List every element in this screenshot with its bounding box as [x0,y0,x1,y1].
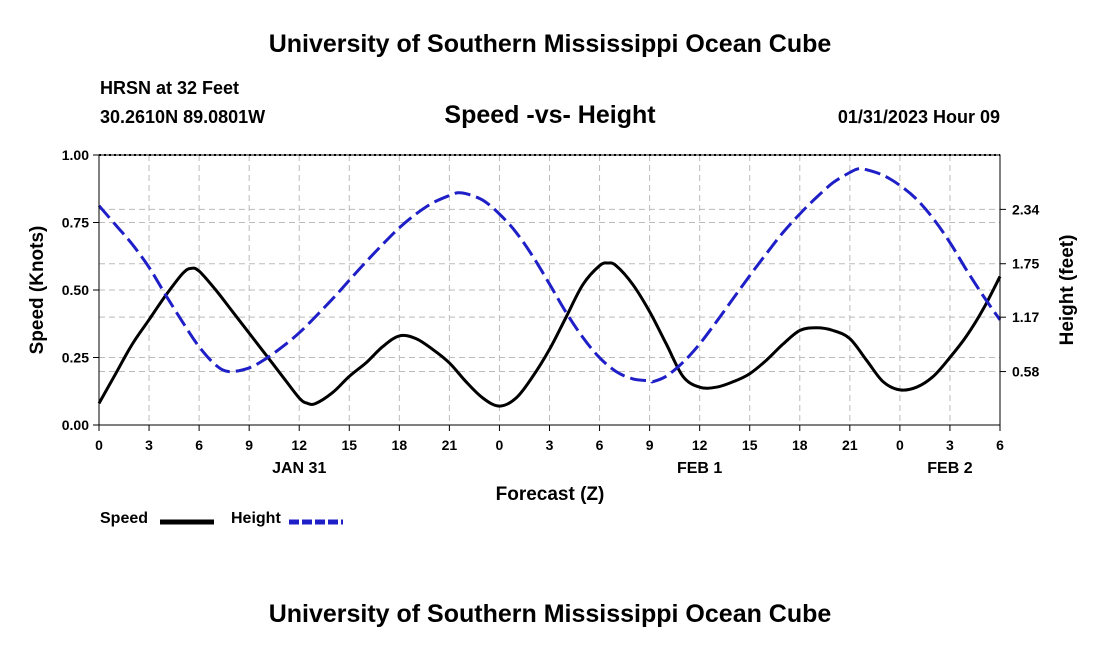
y2-tick-label: 1.17 [1012,309,1039,325]
date-label: FEB 2 [927,460,972,477]
coordinates-label: 30.2610N 89.0801W [100,107,266,127]
x-axis-label: Forecast (Z) [496,484,605,505]
y-tick-label: 0.25 [62,350,89,366]
x-tick-label: 15 [341,437,357,453]
x-tick-label: 6 [596,437,604,453]
x-tick-label: 0 [496,437,504,453]
x-tick-label: 3 [946,437,954,453]
x-tick-label: 0 [95,437,103,453]
y-tick-label: 0.00 [62,417,89,433]
speed-series-line [97,261,1002,408]
axes: 0 3 6 9 12 15 18 21 0 3 6 9 12 15 18 21 0 3 6 JAN 31 FEB 1 FE… [62,147,1040,477]
x-tick-label: 9 [245,437,253,453]
y-tick-label: 0.75 [62,215,89,231]
x-tick-label: 0 [896,437,904,453]
legend-speed-swatch [160,519,214,525]
legend-height-label: Height [231,510,281,527]
x-tick-label: 15 [742,437,758,453]
x-tick-label: 21 [442,437,458,453]
x-tick-label: 12 [692,437,708,453]
x-tick-label: 3 [145,437,153,453]
date-label: FEB 1 [677,460,722,477]
legend-height-swatch [289,519,343,525]
y2-tick-label: 0.58 [1012,364,1039,380]
main-title: University of Southern Mississippi Ocean… [268,30,832,58]
x-tick-label: 3 [546,437,554,453]
bottom-title: University of Southern Mississippi Ocean… [268,600,832,628]
x-tick-label: 18 [392,437,408,453]
x-tick-label: 9 [646,437,654,453]
station-label: HRSN at 32 Feet [100,78,240,98]
y-tick-label: 1.00 [62,147,89,163]
y-axis-label: Speed (Knots) [27,226,48,355]
date-label: JAN 31 [272,460,326,477]
grid [99,155,1000,425]
y2-tick-label: 2.34 [1012,201,1039,217]
y2-axis-label: Height (feet) [1057,235,1078,346]
height-series-line [97,167,1002,384]
x-tick-label: 12 [291,437,307,453]
x-tick-label: 6 [195,437,203,453]
timestamp-label: 01/31/2023 Hour 09 [837,107,1000,127]
y2-tick-label: 1.75 [1012,256,1039,272]
x-tick-label: 6 [996,437,1004,453]
x-tick-label: 18 [792,437,808,453]
legend-speed-label: Speed [100,510,149,527]
y-tick-label: 0.50 [62,282,89,298]
series-layer [97,167,1002,408]
chart-title: Speed -vs- Height [444,101,656,129]
x-tick-label: 21 [842,437,858,453]
